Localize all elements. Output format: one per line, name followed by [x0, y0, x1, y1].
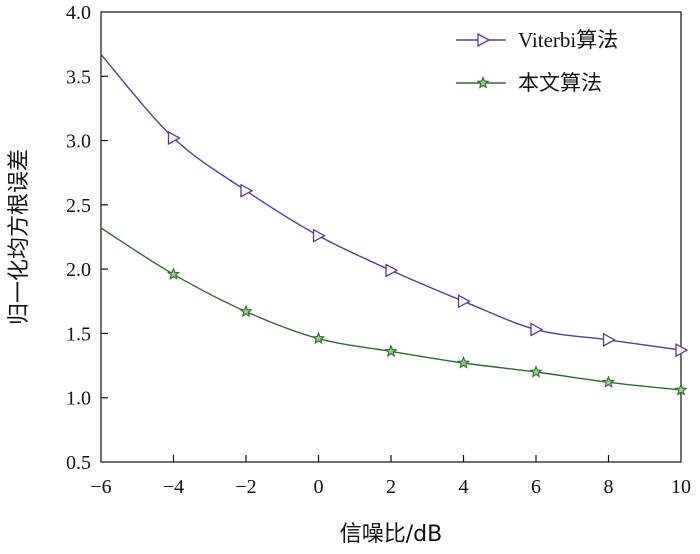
y-tick-label: 4.0 — [66, 2, 91, 24]
data-point-1-6 — [529, 364, 543, 378]
y-axis: 0.5 1.0 1.5 2.0 2.5 3.0 3.5 4.0 — [66, 2, 108, 474]
y-tick-label: 2.0 — [66, 259, 91, 281]
data-point-0-3 — [312, 228, 326, 243]
y-axis-title: 归一化均方根误差 — [7, 149, 32, 325]
data-point-0-2 — [240, 183, 254, 198]
x-tick-label: 6 — [531, 476, 541, 498]
data-point-0-1 — [167, 130, 181, 146]
data-point-0-8 — [675, 343, 689, 358]
series-layer — [100, 53, 689, 396]
series-line-1 — [100, 227, 682, 391]
legend-marker-0 — [477, 32, 491, 48]
y-tick-label: 1.0 — [66, 388, 91, 410]
x-tick-label: 8 — [604, 476, 614, 498]
y-tick-label: 2.5 — [66, 195, 91, 217]
data-point-1-2 — [239, 304, 253, 318]
legend-marker-1 — [476, 75, 490, 89]
x-tick-label: 4 — [459, 476, 469, 498]
x-tick-label: −4 — [163, 476, 184, 498]
x-tick-label: −6 — [90, 476, 111, 498]
x-tick-label: 2 — [386, 476, 396, 498]
data-point-1-7 — [601, 375, 616, 388]
data-point-0-7 — [602, 332, 616, 347]
x-tick-label: −2 — [235, 476, 256, 498]
legend-label-0: Viterbi算法 — [518, 28, 618, 52]
data-point-0-6 — [530, 322, 544, 337]
data-point-1-3 — [311, 331, 326, 345]
x-tick-label: 10 — [671, 476, 691, 498]
x-axis: −6 −4 −2 0 2 4 6 8 10 — [90, 455, 691, 498]
data-point-1-8 — [674, 382, 688, 396]
data-point-0-4 — [385, 263, 399, 278]
y-tick-label: 1.5 — [66, 323, 91, 345]
y-tick-label: 3.5 — [66, 66, 91, 88]
data-point-1-5 — [456, 355, 471, 369]
data-point-0-5 — [457, 294, 471, 309]
legend-label-1: 本文算法 — [518, 71, 602, 95]
y-tick-label: 0.5 — [66, 452, 91, 474]
y-tick-label: 3.0 — [66, 131, 91, 153]
x-tick-label: 0 — [314, 476, 324, 498]
data-point-1-1 — [166, 267, 181, 280]
data-point-1-4 — [384, 344, 398, 358]
x-axis-title: 信噪比/dB — [340, 522, 442, 547]
series-line-0 — [100, 53, 682, 351]
